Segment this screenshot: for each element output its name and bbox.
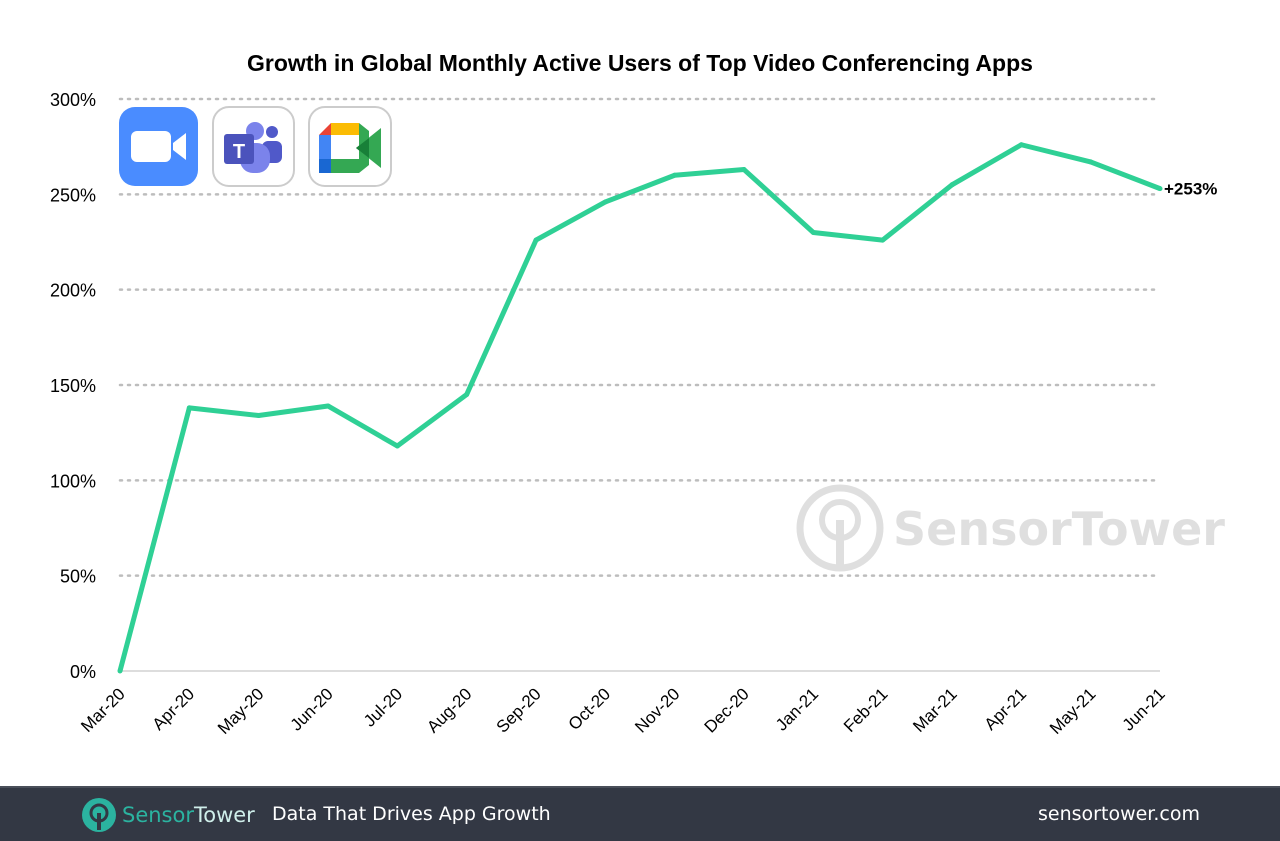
footer-tagline: Data That Drives App Growth bbox=[272, 803, 551, 825]
x-tick-label: May-21 bbox=[1046, 684, 1100, 738]
y-tick-label: 300% bbox=[50, 90, 96, 110]
brand-sensor: Sensor bbox=[122, 803, 194, 827]
data-point bbox=[394, 443, 400, 449]
x-tick-label: Apr-20 bbox=[149, 684, 199, 734]
y-tick-label: 0% bbox=[70, 662, 96, 682]
x-tick-label: Apr-21 bbox=[981, 684, 1031, 734]
x-tick-label: Mar-20 bbox=[77, 684, 129, 736]
y-tick-label: 200% bbox=[50, 281, 96, 301]
footer-brand: SensorTower bbox=[122, 803, 255, 827]
sensortower-watermark: SensorTower bbox=[796, 484, 1225, 572]
data-point bbox=[880, 237, 886, 243]
x-tick-label: Mar-21 bbox=[909, 684, 961, 736]
x-tick-label: May-20 bbox=[214, 684, 268, 738]
footer-url[interactable]: sensortower.com bbox=[1038, 803, 1200, 825]
data-point bbox=[810, 229, 816, 235]
data-point bbox=[256, 413, 262, 419]
data-point bbox=[1088, 159, 1094, 165]
series-line bbox=[117, 142, 1161, 672]
x-tick-label: Sep-20 bbox=[493, 684, 545, 736]
chart-title: Growth in Global Monthly Active Users of… bbox=[247, 50, 1033, 76]
svg-text:SensorTower: SensorTower bbox=[893, 502, 1225, 556]
data-point bbox=[602, 199, 608, 205]
x-tick-label: Jan-21 bbox=[772, 684, 822, 734]
x-tick-label: Feb-21 bbox=[840, 684, 892, 736]
x-tick-label: Jul-20 bbox=[360, 684, 406, 730]
footer: SensorTower Data That Drives App Growth … bbox=[0, 786, 1280, 841]
microsoft-teams-icon: T bbox=[212, 106, 295, 187]
data-point bbox=[325, 403, 331, 409]
end-label: +253% bbox=[1164, 180, 1217, 199]
data-point bbox=[533, 237, 539, 243]
data-point bbox=[186, 405, 192, 411]
zoom-icon bbox=[119, 107, 198, 186]
data-point bbox=[464, 392, 470, 398]
x-tick-label: Oct-20 bbox=[565, 684, 615, 734]
x-tick-label: Aug-20 bbox=[423, 684, 475, 736]
y-tick-label: 150% bbox=[50, 376, 96, 396]
data-point bbox=[949, 182, 955, 188]
x-tick-label: Jun-20 bbox=[287, 684, 337, 734]
x-tick-label: Dec-20 bbox=[701, 684, 753, 736]
data-point bbox=[1157, 186, 1163, 192]
x-tick-label: Jun-21 bbox=[1119, 684, 1169, 734]
svg-text:T: T bbox=[233, 141, 245, 163]
google-meet-icon bbox=[308, 106, 392, 187]
y-tick-label: 100% bbox=[50, 471, 96, 491]
data-point bbox=[1018, 142, 1024, 148]
data-point bbox=[741, 167, 747, 173]
y-tick-label: 50% bbox=[60, 567, 96, 587]
sensortower-logo-icon bbox=[82, 798, 116, 832]
x-tick-label: Nov-20 bbox=[631, 684, 683, 736]
line-chart: Growth in Global Monthly Active Users of… bbox=[50, 50, 1225, 738]
brand-tower: Tower bbox=[193, 803, 255, 827]
footer-logo: SensorTower bbox=[82, 798, 255, 832]
data-point bbox=[117, 668, 123, 674]
y-tick-label: 250% bbox=[50, 185, 96, 205]
data-point bbox=[672, 172, 678, 178]
